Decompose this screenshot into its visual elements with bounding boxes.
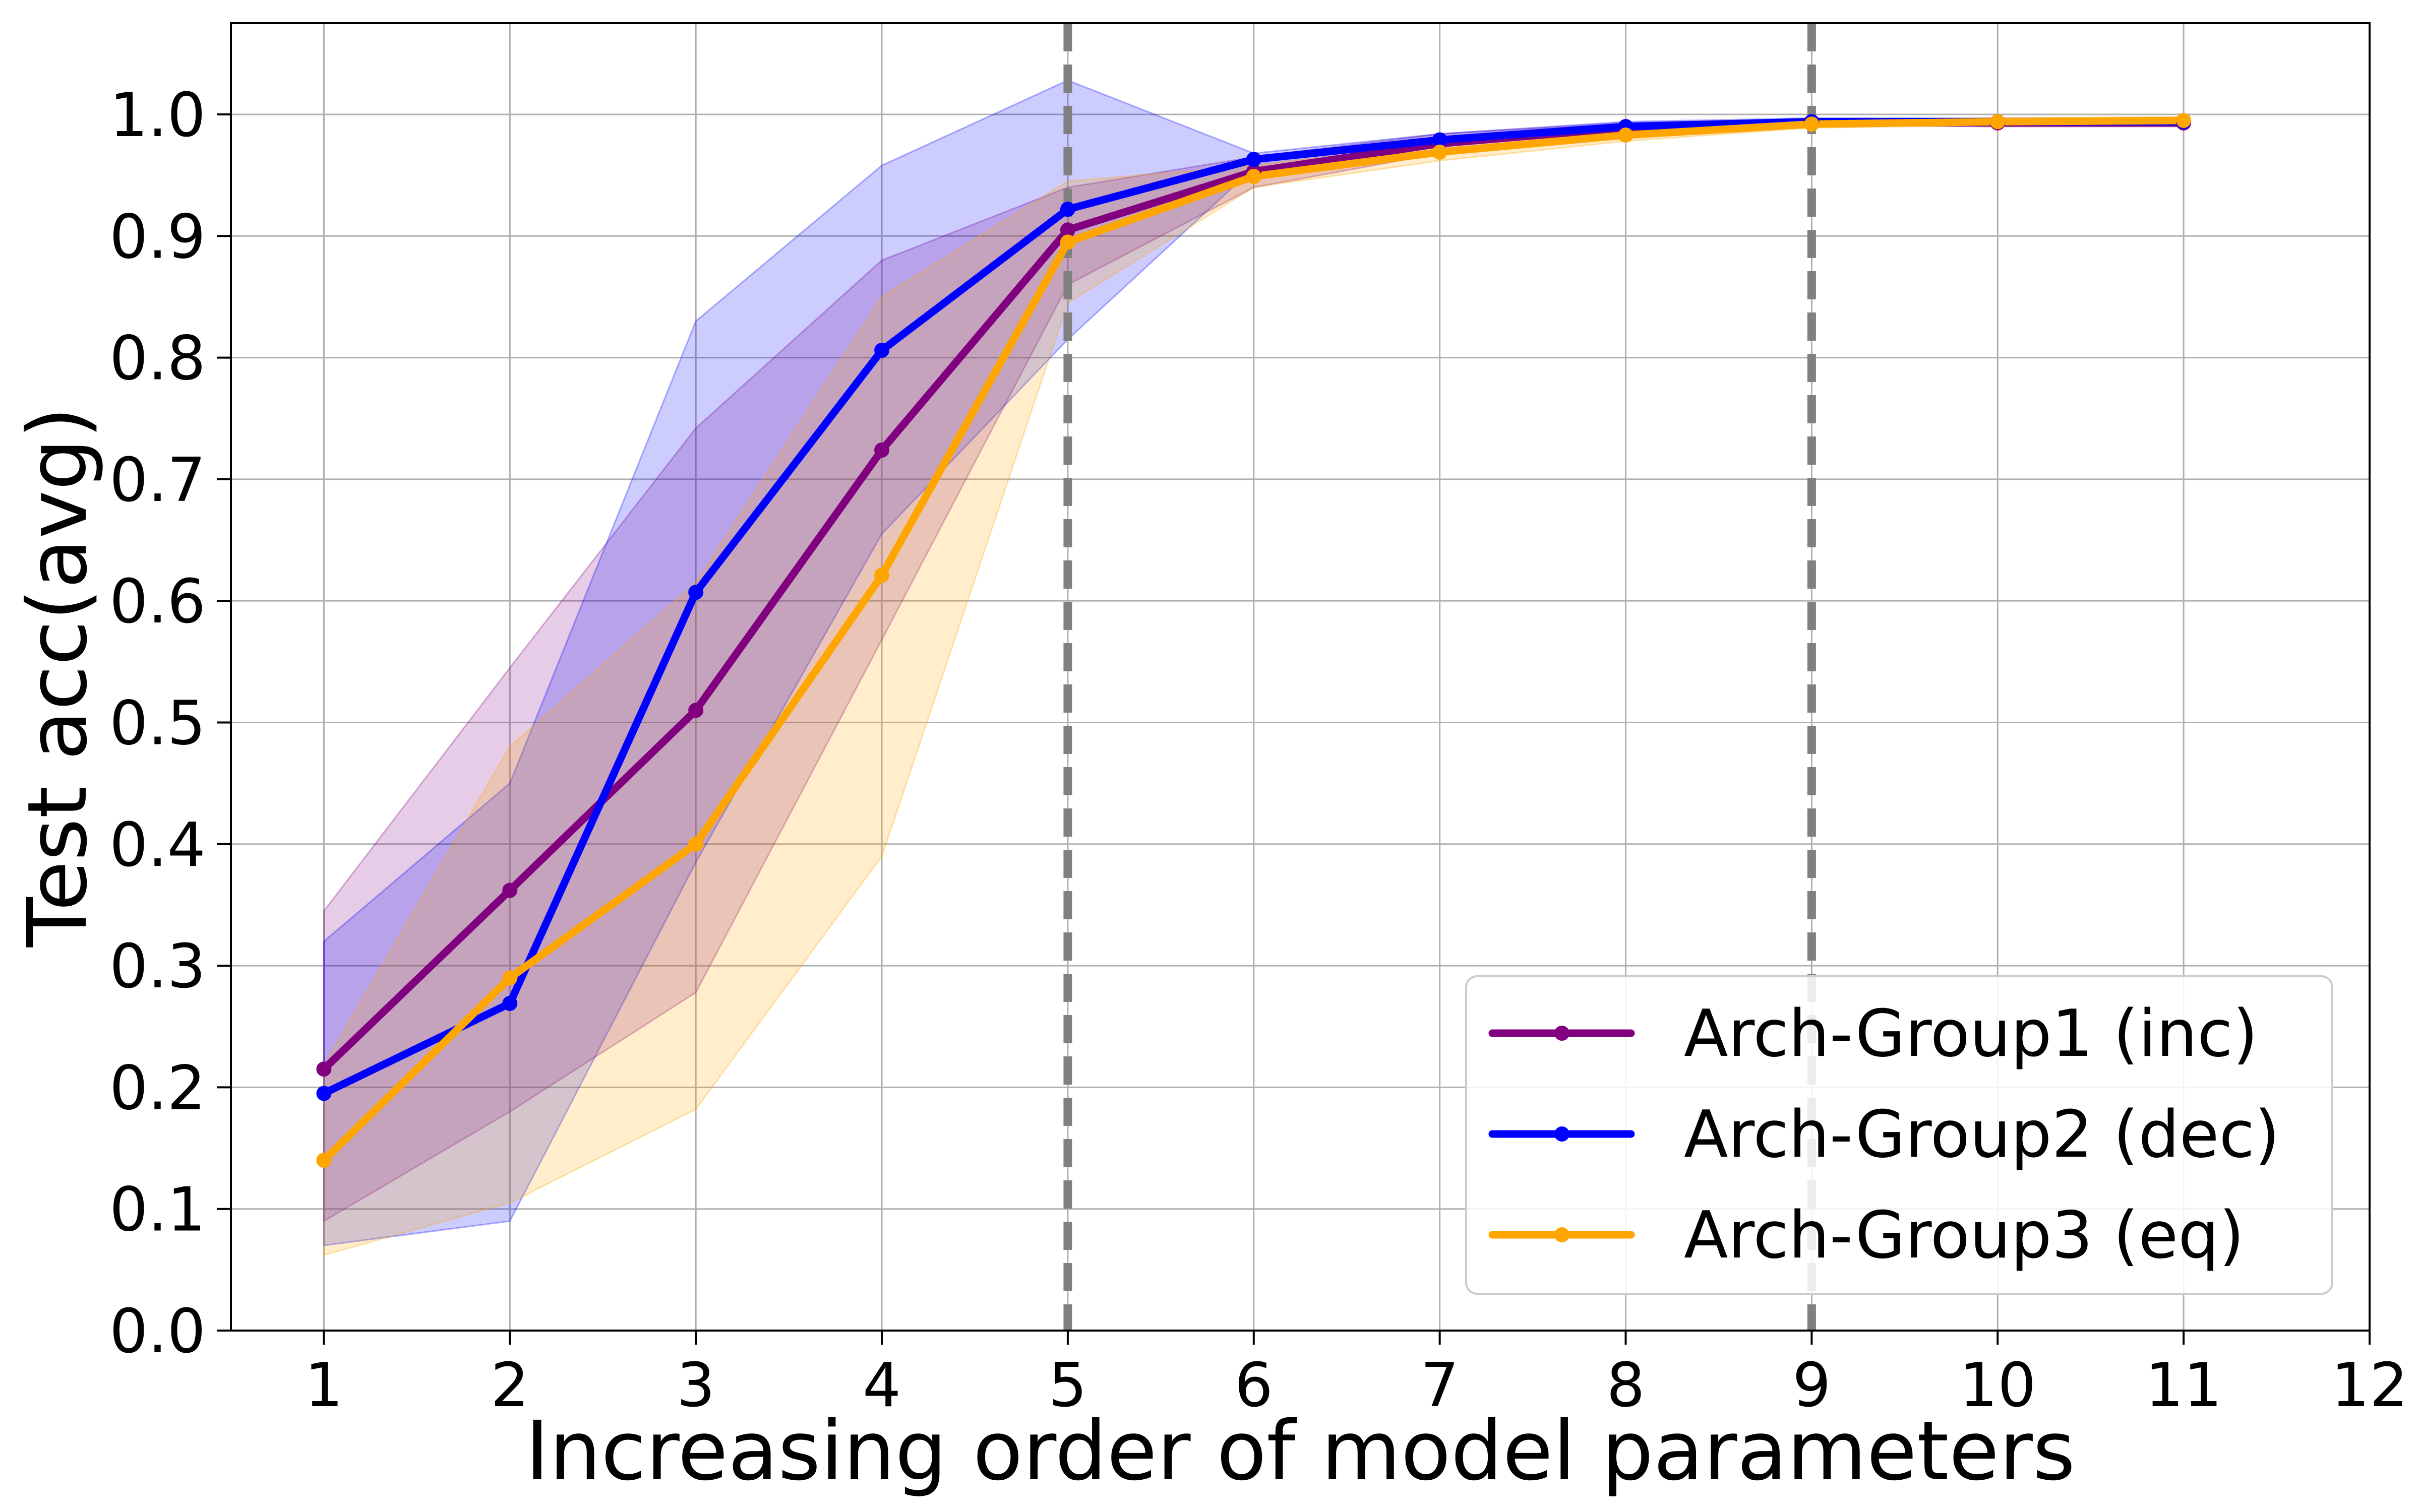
- point-arch-group2-dec: [316, 1086, 332, 1101]
- y-tick-label: 0.2: [109, 1053, 206, 1123]
- point-arch-group1-inc: [502, 883, 518, 898]
- point-arch-group3-eq: [1246, 169, 1261, 184]
- point-arch-group3-eq: [1990, 114, 2006, 130]
- legend-box: [1465, 975, 2333, 1295]
- point-arch-group3-eq: [316, 1153, 332, 1168]
- y-tick-label: 0.7: [109, 446, 206, 516]
- x-tick-label: 6: [1235, 1351, 1273, 1421]
- x-axis-ticks: 1 2 3 4 5 6 7 8 9 10 11 12: [305, 1331, 2408, 1421]
- x-tick-label: 5: [1049, 1351, 1087, 1421]
- point-arch-group2-dec: [1060, 202, 1075, 217]
- point-arch-group3-eq: [874, 568, 890, 583]
- y-tick-label: 0.8: [109, 324, 206, 394]
- y-tick-label: 0.6: [109, 567, 206, 637]
- point-arch-group2-dec: [874, 343, 890, 358]
- y-tick-label: 1.0: [109, 81, 206, 151]
- point-arch-group2-dec: [1432, 132, 1447, 148]
- legend-marker: [1554, 1126, 1569, 1142]
- y-tick-label: 0.9: [109, 202, 206, 272]
- x-tick-label: 3: [677, 1351, 715, 1421]
- x-axis-label: Increasing order of model parameters: [525, 1404, 2076, 1499]
- y-axis-ticks: 0.0 0.1 0.2 0.3 0.4 0.5 0.6 0.7 0.8 0.9 1.0: [109, 81, 231, 1367]
- y-tick-label: 0.1: [109, 1175, 206, 1245]
- point-arch-group3-eq: [1618, 127, 1634, 143]
- x-tick-label: 8: [1606, 1351, 1645, 1421]
- point-arch-group3-eq: [502, 970, 518, 986]
- legend: Arch-Group1 (inc) Arch-Group2 (dec) Arch-G…: [1465, 975, 2333, 1295]
- x-tick-label: 1: [305, 1351, 343, 1421]
- legend-label: Arch-Group1 (inc): [1684, 996, 2258, 1072]
- x-tick-label: 11: [2145, 1351, 2222, 1421]
- point-arch-group1-inc: [688, 703, 704, 718]
- point-arch-group2-dec: [688, 585, 704, 600]
- series-markers: [316, 113, 2192, 1168]
- y-tick-label: 0.4: [109, 810, 206, 880]
- x-tick-label: 7: [1420, 1351, 1459, 1421]
- point-arch-group1-inc: [874, 442, 890, 458]
- point-arch-group1-inc: [1060, 222, 1075, 238]
- point-arch-group3-eq: [1432, 144, 1447, 160]
- point-arch-group3-eq: [2176, 113, 2192, 129]
- y-tick-label: 0.0: [109, 1297, 206, 1367]
- point-arch-group2-dec: [1246, 152, 1261, 167]
- legend-marker: [1554, 1026, 1569, 1041]
- point-arch-group3-eq: [1804, 116, 1820, 132]
- x-tick-label: 10: [1959, 1351, 2036, 1421]
- x-tick-label: 12: [2331, 1351, 2408, 1421]
- point-arch-group3-eq: [1060, 234, 1075, 250]
- point-arch-group2-dec: [502, 995, 518, 1011]
- plot-frame: [230, 22, 2371, 1332]
- x-tick-label: 2: [491, 1351, 529, 1421]
- y-axis-label: Test acc(avg): [11, 407, 105, 948]
- y-tick-label: 0.3: [109, 932, 206, 1002]
- legend-marker: [1554, 1227, 1569, 1242]
- x-tick-label: 9: [1792, 1351, 1831, 1421]
- point-arch-group3-eq: [688, 836, 704, 852]
- x-tick-label: 4: [863, 1351, 901, 1421]
- legend-label: Arch-Group3 (eq): [1684, 1198, 2244, 1273]
- point-arch-group1-inc: [316, 1061, 332, 1077]
- y-tick-label: 0.5: [109, 688, 206, 759]
- legend-label: Arch-Group2 (dec): [1684, 1097, 2280, 1172]
